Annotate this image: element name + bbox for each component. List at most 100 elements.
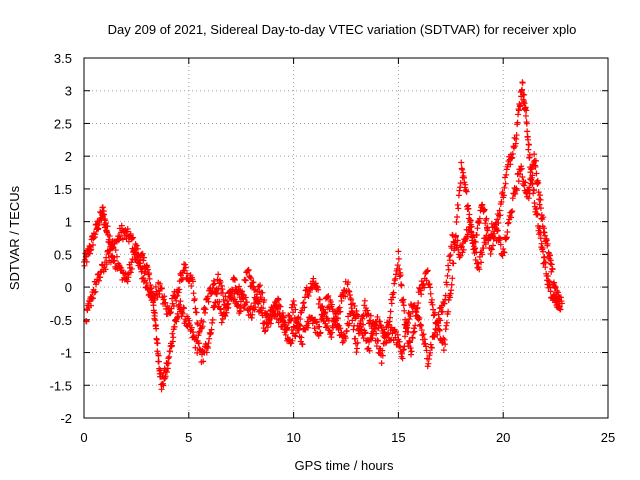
data-point xyxy=(529,172,536,179)
data-point xyxy=(124,225,131,232)
data-point xyxy=(179,276,186,283)
data-point xyxy=(523,107,530,114)
y-tick-label: -1.5 xyxy=(50,378,72,393)
data-point xyxy=(535,189,542,196)
data-point xyxy=(513,132,520,139)
data-point xyxy=(237,298,244,305)
data-point xyxy=(463,188,470,195)
data-point xyxy=(250,279,257,286)
data-point xyxy=(378,360,385,367)
data-point xyxy=(184,270,191,277)
data-point xyxy=(104,223,111,230)
data-point xyxy=(401,307,408,314)
data-point xyxy=(289,337,296,344)
data-point xyxy=(543,237,550,244)
data-point xyxy=(547,288,554,295)
data-point xyxy=(479,251,486,258)
data-point xyxy=(162,299,169,306)
data-point xyxy=(203,349,210,356)
data-point xyxy=(519,79,526,86)
data-point xyxy=(431,309,438,316)
data-point xyxy=(427,290,434,297)
data-point xyxy=(261,296,268,303)
data-point xyxy=(497,212,504,219)
data-point xyxy=(263,310,270,317)
data-point xyxy=(544,273,551,280)
data-point xyxy=(173,297,180,304)
data-point xyxy=(103,261,110,268)
data-point xyxy=(472,245,479,252)
data-point xyxy=(450,260,457,267)
data-point xyxy=(458,243,465,250)
data-point xyxy=(518,165,525,172)
data-point xyxy=(476,266,483,273)
data-point xyxy=(521,100,528,107)
data-point xyxy=(448,245,455,252)
data-point xyxy=(552,283,559,290)
data-point xyxy=(509,208,516,215)
data-point xyxy=(346,320,353,327)
data-point xyxy=(412,322,419,329)
data-point xyxy=(112,247,119,254)
data-point xyxy=(127,269,134,276)
chart-title: Day 209 of 2021, Sidereal Day-to-day VTE… xyxy=(108,22,577,37)
data-point xyxy=(393,328,400,335)
data-point xyxy=(128,265,135,272)
data-point xyxy=(168,342,175,349)
data-point xyxy=(134,245,141,252)
data-point xyxy=(337,308,344,315)
data-point xyxy=(549,266,556,273)
data-point xyxy=(130,234,137,241)
data-point xyxy=(196,328,203,335)
y-tick-labels: -2 -1.5 -1 -0.5 0 0.5 1 1.5 2 2.5 3 3.5 xyxy=(50,51,72,426)
data-point xyxy=(476,215,483,222)
data-point xyxy=(501,249,508,256)
x-tick-label: 5 xyxy=(185,430,192,445)
data-point xyxy=(494,227,501,234)
data-point xyxy=(237,304,244,311)
data-point xyxy=(418,291,425,298)
data-point xyxy=(407,339,414,346)
data-point xyxy=(316,296,323,303)
data-point xyxy=(213,290,220,297)
data-point xyxy=(89,241,96,248)
data-point xyxy=(466,211,473,218)
data-point xyxy=(488,246,495,253)
data-point xyxy=(540,248,547,255)
data-point xyxy=(390,289,397,296)
data-point xyxy=(482,241,489,248)
data-point xyxy=(202,306,209,313)
data-point xyxy=(128,259,135,266)
data-point xyxy=(162,373,169,380)
data-point xyxy=(92,288,99,295)
data-point xyxy=(541,232,548,239)
data-point xyxy=(361,297,368,304)
data-point xyxy=(536,196,543,203)
data-point xyxy=(164,365,171,372)
data-point xyxy=(396,338,403,345)
data-point xyxy=(532,157,539,164)
y-tick-label: 0.5 xyxy=(54,247,72,262)
data-point xyxy=(370,328,377,335)
data-point xyxy=(473,231,480,238)
data-point xyxy=(249,311,256,318)
data-point xyxy=(205,298,212,305)
data-point xyxy=(194,321,201,328)
data-point xyxy=(540,214,547,221)
data-point xyxy=(220,296,227,303)
data-point xyxy=(421,284,428,291)
data-point xyxy=(182,264,189,271)
data-point xyxy=(86,250,93,257)
y-tick-label: 3.5 xyxy=(54,51,72,66)
data-point xyxy=(267,320,274,327)
data-point xyxy=(423,347,430,354)
data-point xyxy=(122,229,129,236)
data-point xyxy=(355,313,362,320)
data-point xyxy=(519,86,526,93)
data-point xyxy=(181,305,188,312)
data-point xyxy=(222,293,229,300)
data-point xyxy=(191,295,198,302)
data-point xyxy=(523,120,530,127)
data-point xyxy=(127,230,134,237)
data-point xyxy=(408,348,415,355)
